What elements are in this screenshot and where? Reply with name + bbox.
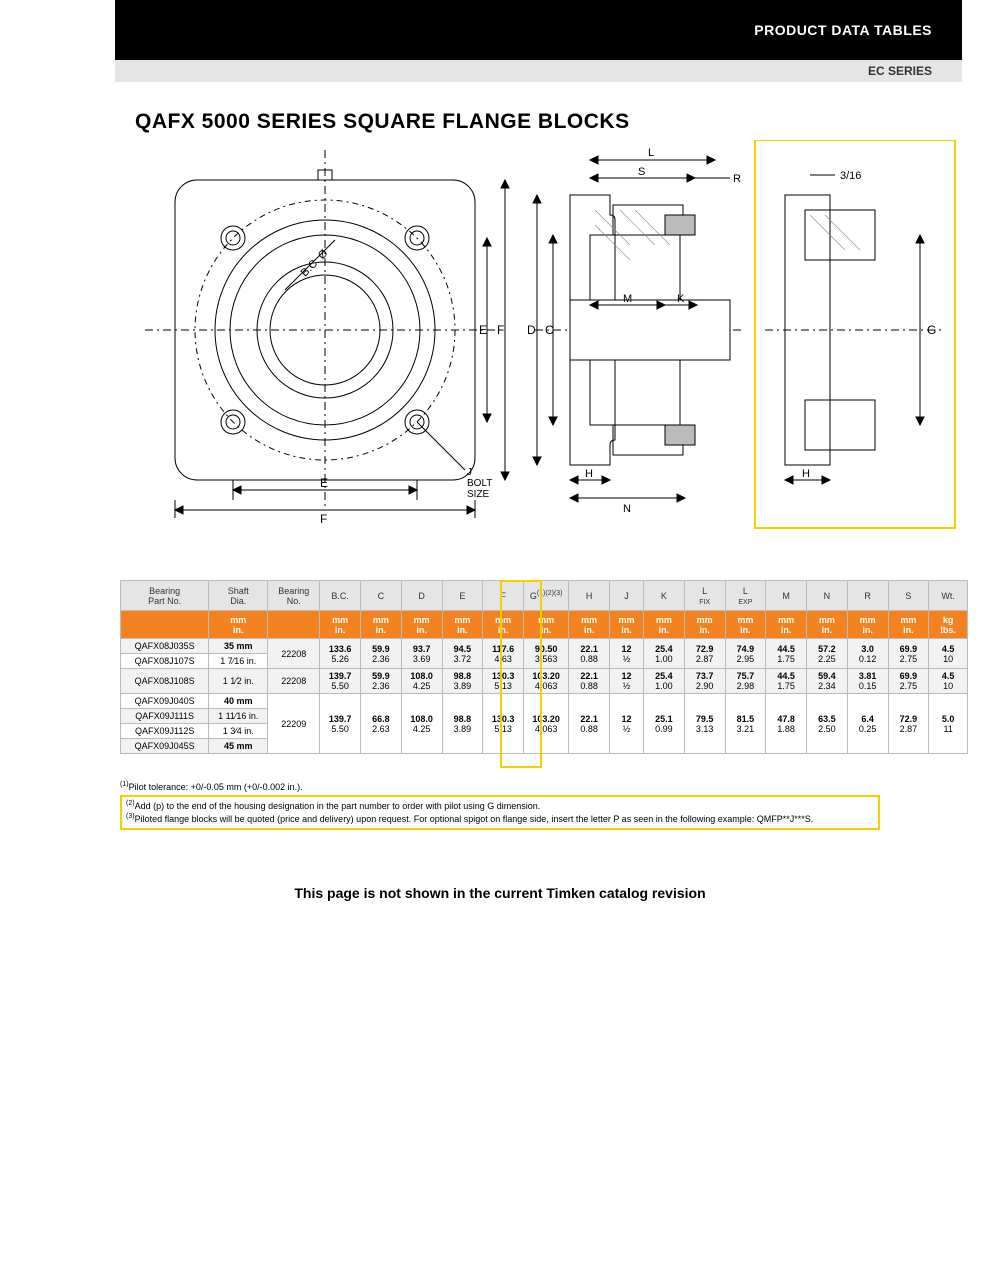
hdr-c: C [361, 581, 402, 611]
hdr-m: M [766, 581, 807, 611]
footnotes: (1)Pilot tolerance: +0/-0.05 mm (+0/-0.0… [120, 780, 880, 830]
hdr-s: S [888, 581, 929, 611]
hdr-n: N [807, 581, 848, 611]
hdr-bc: B.C. [320, 581, 361, 611]
page-title: QAFX 5000 SERIES SQUARE FLANGE BLOCKS [135, 110, 630, 134]
svg-text:J: J [467, 467, 472, 478]
footnote-3: (3)Piloted flange blocks will be quoted … [126, 812, 874, 826]
header-title: PRODUCT DATA TABLES [754, 22, 932, 38]
hdr-lexp: LEXP [725, 581, 766, 611]
hdr-brg: BearingNo. [268, 581, 320, 611]
hdr-lfix: LFIX [684, 581, 725, 611]
hdr-part: BearingPart No. [121, 581, 209, 611]
pilot-detail: 3/16 G H [755, 140, 955, 528]
table-body: QAFX08J035S35 mm 22208 133.65.2659.92.36… [121, 639, 968, 754]
u-brg [268, 611, 320, 639]
header-gray-band: EC SERIES [115, 60, 962, 82]
svg-text:H: H [802, 468, 810, 480]
hdr-shaft: ShaftDia. [209, 581, 268, 611]
hdr-wt: Wt. [929, 581, 968, 611]
hdr-h: H [569, 581, 610, 611]
footnote-2: (2)Add (p) to the end of the housing des… [126, 799, 874, 813]
svg-text:3/16: 3/16 [840, 170, 861, 182]
technical-diagram: B.C. Ø E F E [135, 140, 960, 530]
hdr-d: D [401, 581, 442, 611]
page: PRODUCT DATA TABLES EC SERIES QAFX 5000 … [0, 0, 1000, 1280]
svg-text:L: L [648, 147, 654, 159]
hdr-e: E [442, 581, 483, 611]
svg-text:D: D [527, 323, 536, 337]
hdr-g-sup: (1)(2)(3) [537, 590, 563, 597]
svg-text:N: N [623, 503, 631, 515]
u-shaft: mmin. [209, 611, 268, 639]
svg-text:C: C [545, 323, 554, 337]
hdr-j: J [610, 581, 644, 611]
svg-text:S: S [638, 166, 645, 178]
header-series: EC SERIES [868, 64, 932, 78]
hdr-r: R [847, 581, 888, 611]
svg-text:G: G [927, 323, 936, 337]
svg-text:BOLT: BOLT [467, 478, 492, 489]
data-table-container: BearingPart No. ShaftDia. BearingNo. B.C… [120, 580, 968, 754]
table-row: QAFX08J108S1 1⁄2 in.22208 139.75.5059.92… [121, 669, 968, 694]
svg-text:K: K [677, 293, 685, 305]
hdr-g: G(1)(2)(3) [524, 581, 569, 611]
svg-text:B.C. Ø: B.C. Ø [299, 247, 331, 279]
data-table: BearingPart No. ShaftDia. BearingNo. B.C… [120, 580, 968, 754]
svg-text:F: F [497, 323, 504, 337]
catalog-notice: This page is not shown in the current Ti… [0, 885, 1000, 901]
svg-text:SIZE: SIZE [467, 489, 490, 500]
footnotes-boxed: (2)Add (p) to the end of the housing des… [120, 795, 880, 830]
u-part [121, 611, 209, 639]
table-row: QAFX08J035S35 mm 22208 133.65.2659.92.36… [121, 639, 968, 654]
side-section: D C [527, 147, 745, 515]
svg-text:M: M [623, 293, 632, 305]
svg-text:E: E [320, 476, 328, 490]
svg-text:H: H [585, 468, 593, 480]
svg-text:F: F [320, 512, 327, 526]
svg-text:R: R [733, 173, 741, 185]
svg-text:E: E [479, 323, 487, 337]
table-row: QAFX09J040S40 mm 22209 139.75.5066.82.63… [121, 694, 968, 709]
header-black-band: PRODUCT DATA TABLES [115, 0, 962, 60]
hdr-k: K [644, 581, 685, 611]
footnote-1: (1)Pilot tolerance: +0/-0.05 mm (+0/-0.0… [120, 780, 880, 794]
front-view: B.C. Ø E F E [145, 150, 509, 526]
hdr-f: F [483, 581, 524, 611]
